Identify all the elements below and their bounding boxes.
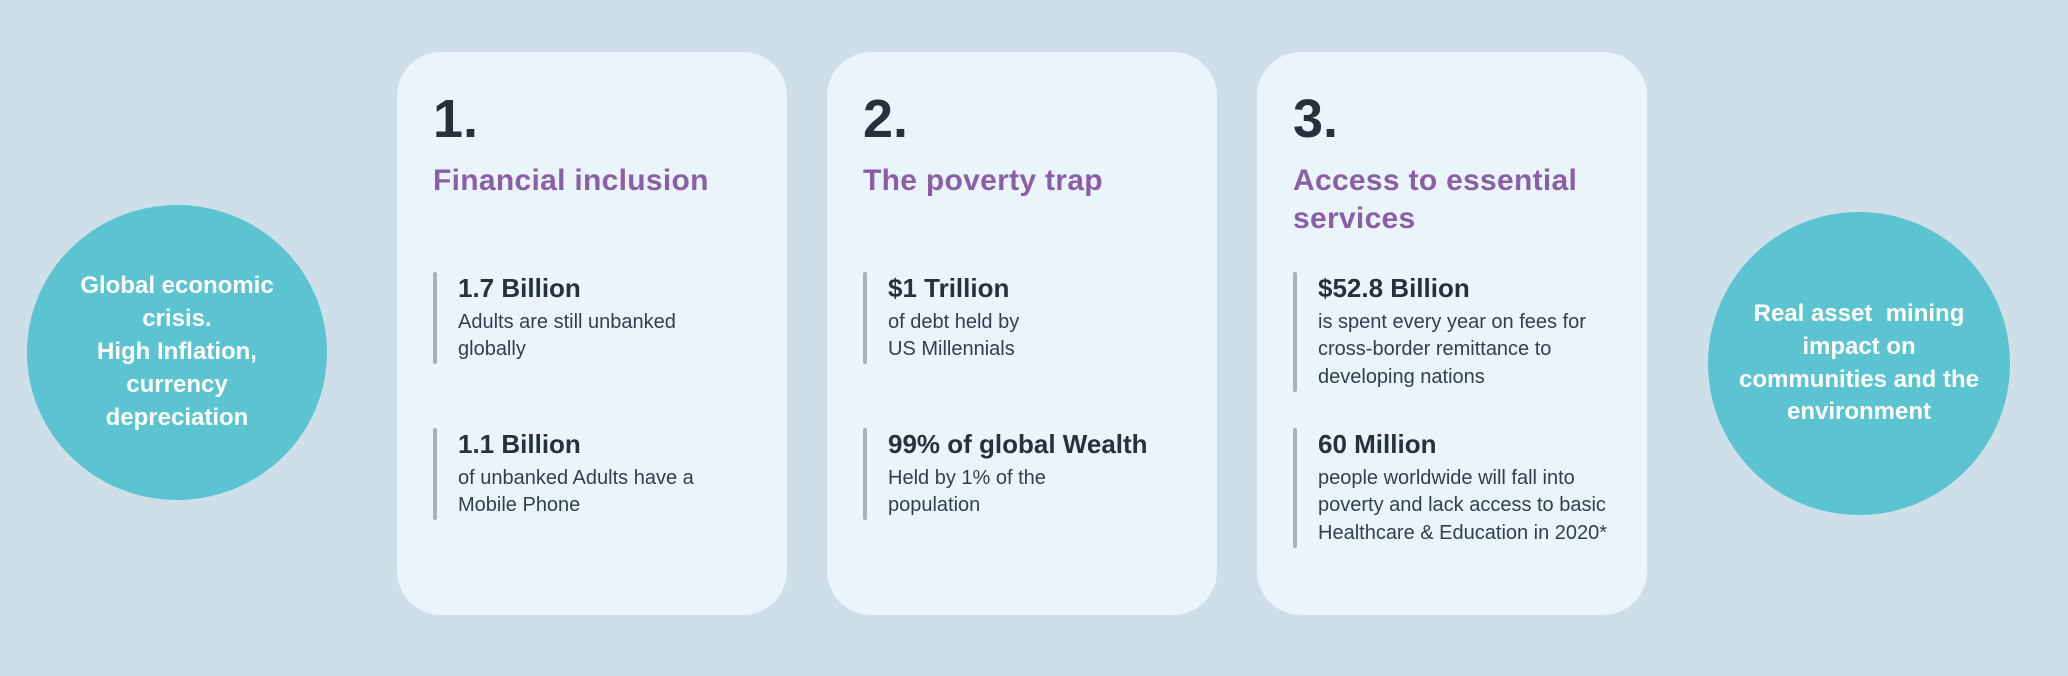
stat-value: 1.7 Billion — [458, 273, 581, 303]
stat-description: Held by 1% of the population — [888, 466, 1046, 517]
stat-accent-bar — [863, 272, 867, 365]
stat-accent-bar — [433, 272, 437, 365]
card-access-essential-services: 3. Access to essential services $52.8 Bi… — [1257, 52, 1647, 615]
stat-accent-bar — [863, 428, 867, 521]
left-circle-text: Global economic crisis. High Inflation, … — [80, 272, 274, 431]
card-title: Financial inclusion — [433, 164, 709, 197]
stat-value: $1 Trillion — [888, 273, 1010, 303]
card-number: 1. — [433, 89, 479, 149]
stat-value: $52.8 Billion — [1318, 273, 1470, 303]
card-title: The poverty trap — [863, 164, 1103, 197]
stat-description: people worldwide will fall into poverty … — [1318, 466, 1608, 545]
stat-description: of unbanked Adults have a Mobile Phone — [458, 466, 694, 517]
stat-description: is spent every year on fees for cross-bo… — [1318, 310, 1586, 389]
stat-accent-bar — [1293, 272, 1297, 392]
right-context-circle: Real asset mining impact on communities … — [1708, 212, 2010, 515]
left-context-circle: Global economic crisis. High Inflation, … — [27, 205, 327, 500]
stat-block: 1.1 Billion of unbanked Adults have a Mo… — [433, 428, 765, 521]
stat-value: 1.1 Billion — [458, 429, 581, 459]
card-number: 3. — [1293, 89, 1339, 149]
stat-block: 99% of global Wealth Held by 1% of the p… — [863, 428, 1195, 521]
card-title: Access to essential services — [1293, 164, 1578, 236]
stat-accent-bar — [1293, 428, 1297, 548]
card-number: 2. — [863, 89, 909, 149]
stat-block: $52.8 Billion is spent every year on fee… — [1293, 272, 1625, 392]
stat-value: 99% of global Wealth — [888, 429, 1148, 459]
stat-cards-row: 1. Financial inclusion 1.7 Billion Adult… — [397, 52, 1647, 615]
card-poverty-trap: 2. The poverty trap $1 Trillion of debt … — [827, 52, 1217, 615]
right-circle-text: Real asset mining impact on communities … — [1738, 299, 1980, 426]
stat-block: $1 Trillion of debt held by US Millennia… — [863, 272, 1195, 365]
card-financial-inclusion: 1. Financial inclusion 1.7 Billion Adult… — [397, 52, 787, 615]
stat-description: Adults are still unbanked globally — [458, 310, 676, 361]
stat-description: of debt held by US Millennials — [888, 310, 1020, 361]
stat-block: 1.7 Billion Adults are still unbanked gl… — [433, 272, 765, 365]
stat-value: 60 Million — [1318, 429, 1437, 459]
stat-block: 60 Million people worldwide will fall in… — [1293, 428, 1625, 548]
stat-accent-bar — [433, 428, 437, 521]
